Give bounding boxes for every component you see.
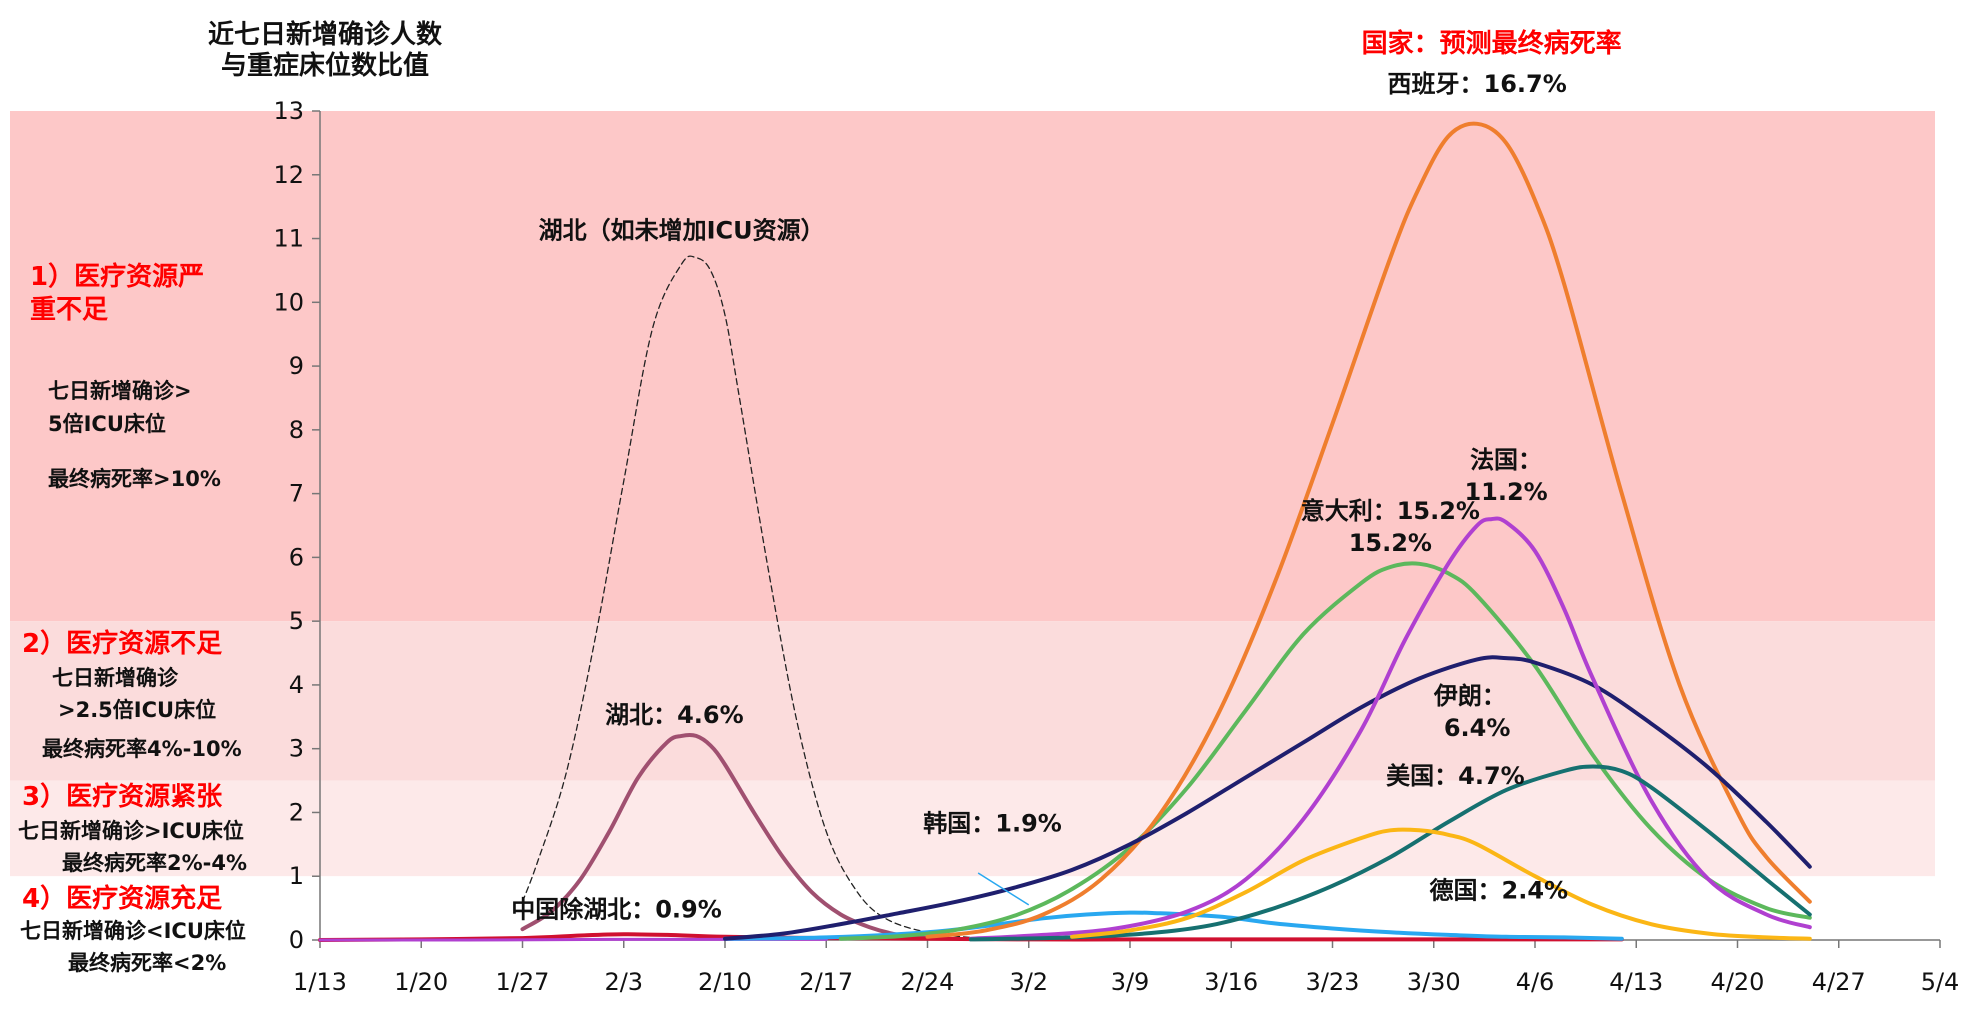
band-3 [10,780,1935,877]
legend-title: 国家：预测最终病死率 [1362,28,1622,59]
series-label-12: 德国：2.4% [1430,877,1569,905]
band-4-desc: 七日新增确诊<ICU床位 [20,919,246,943]
y-tick-label: 12 [273,161,304,189]
x-tick-label: 1/20 [394,968,448,996]
series-label-0: 湖北（如未增加ICU资源） [539,217,825,245]
y-tick-label: 1 [289,862,304,890]
series-label-11: 美国：4.7% [1386,762,1525,790]
y-tick-label: 11 [273,225,304,253]
series-label-1: 湖北：4.6% [605,701,744,729]
series-label-9: 伊朗： [1433,682,1506,710]
series-label-5: 15.2% [1349,529,1432,557]
band-2-desc: >2.5倍ICU床位 [58,698,216,722]
y-tick-label: 7 [289,480,304,508]
x-tick-label: 3/16 [1204,968,1258,996]
band-2-desc: 七日新增确诊 [52,666,179,690]
x-tick-label: 2/10 [698,968,752,996]
x-tick-label: 3/30 [1407,968,1461,996]
series-line-7 [723,655,1812,941]
korea-leader-line [977,872,1030,906]
y-tick-label: 8 [289,416,304,444]
series-line-10 [1070,827,1812,941]
series-line-5 [838,561,1812,941]
severity-bands [10,111,1935,940]
series-label-7: 11.2% [1464,478,1547,506]
x-tick-label: 4/13 [1609,968,1663,996]
band-2-rate: 最终病死率4%-10% [42,737,242,761]
x-tick-label: 5/4 [1921,968,1960,996]
band-3-desc: 七日新增确诊>ICU床位 [18,819,244,843]
x-tick-label: 4/6 [1516,968,1555,996]
x-tick-label: 1/27 [496,968,550,996]
band-1-desc: 七日新增确诊> [48,379,192,403]
x-tick-label: 3/9 [1111,968,1150,996]
band-2 [10,621,1935,781]
band-1-desc: 5倍ICU床位 [48,412,166,436]
band-3-title: 3）医疗资源紧张 [22,781,223,812]
series-label-8: 西班牙：16.7% [1388,70,1567,98]
series-lines [318,121,1812,942]
series-label-4: 意大利：15.2% [1301,497,1480,525]
series-label-3: 韩国：1.9% [923,810,1062,838]
y-tick-label: 3 [289,735,304,763]
y-tick-label: 10 [273,288,304,316]
band-1 [10,111,1935,622]
y-tick-label: 0 [289,926,304,954]
series-line-8 [968,516,1812,941]
x-tick-label: 3/2 [1009,968,1048,996]
band-4-rate: 最终病死率<2% [68,951,226,975]
y-axis-title: 与重症床位数比值 [221,50,429,81]
x-tick-label: 2/24 [901,968,955,996]
y-tick-label: 9 [289,352,304,380]
series-annotations: 湖北（如未增加ICU资源） 湖北：4.6% 中国除湖北：0.9% 韩国：1.9% 意大利… [511,70,1568,924]
band-1-title: 重不足 [30,295,108,325]
band-2-title: 2）医疗资源不足 [22,628,222,659]
x-tick-label: 3/23 [1306,968,1360,996]
series-label-10: 6.4% [1444,714,1511,742]
x-tick-label: 4/27 [1812,968,1866,996]
x-tick-label: 4/20 [1711,968,1765,996]
series-label-2: 中国除湖北：0.9% [511,896,722,924]
y-tick-label: 13 [273,97,304,125]
series-line-9 [968,764,1812,942]
y-tick-label: 4 [289,671,304,699]
series-line-0 [521,255,987,940]
band-1-title: 1）医疗资源严 [30,261,204,292]
band-3-rate: 最终病死率2%-4% [62,851,247,875]
y-axis-title: 近七日新增确诊人数 [208,19,443,50]
band-1-rate: 最终病死率>10% [48,467,221,491]
series-label-6: 法国： [1470,446,1542,474]
y-tick-label: 6 [289,543,304,571]
x-tick-label: 2/3 [604,968,643,996]
x-tick-label: 1/13 [293,968,347,996]
band-4-title: 4）医疗资源充足 [22,883,222,914]
x-tick-label: 2/17 [799,968,853,996]
y-tick-label: 2 [289,798,304,826]
series-line-1 [520,732,930,941]
y-tick-label: 5 [289,607,304,635]
